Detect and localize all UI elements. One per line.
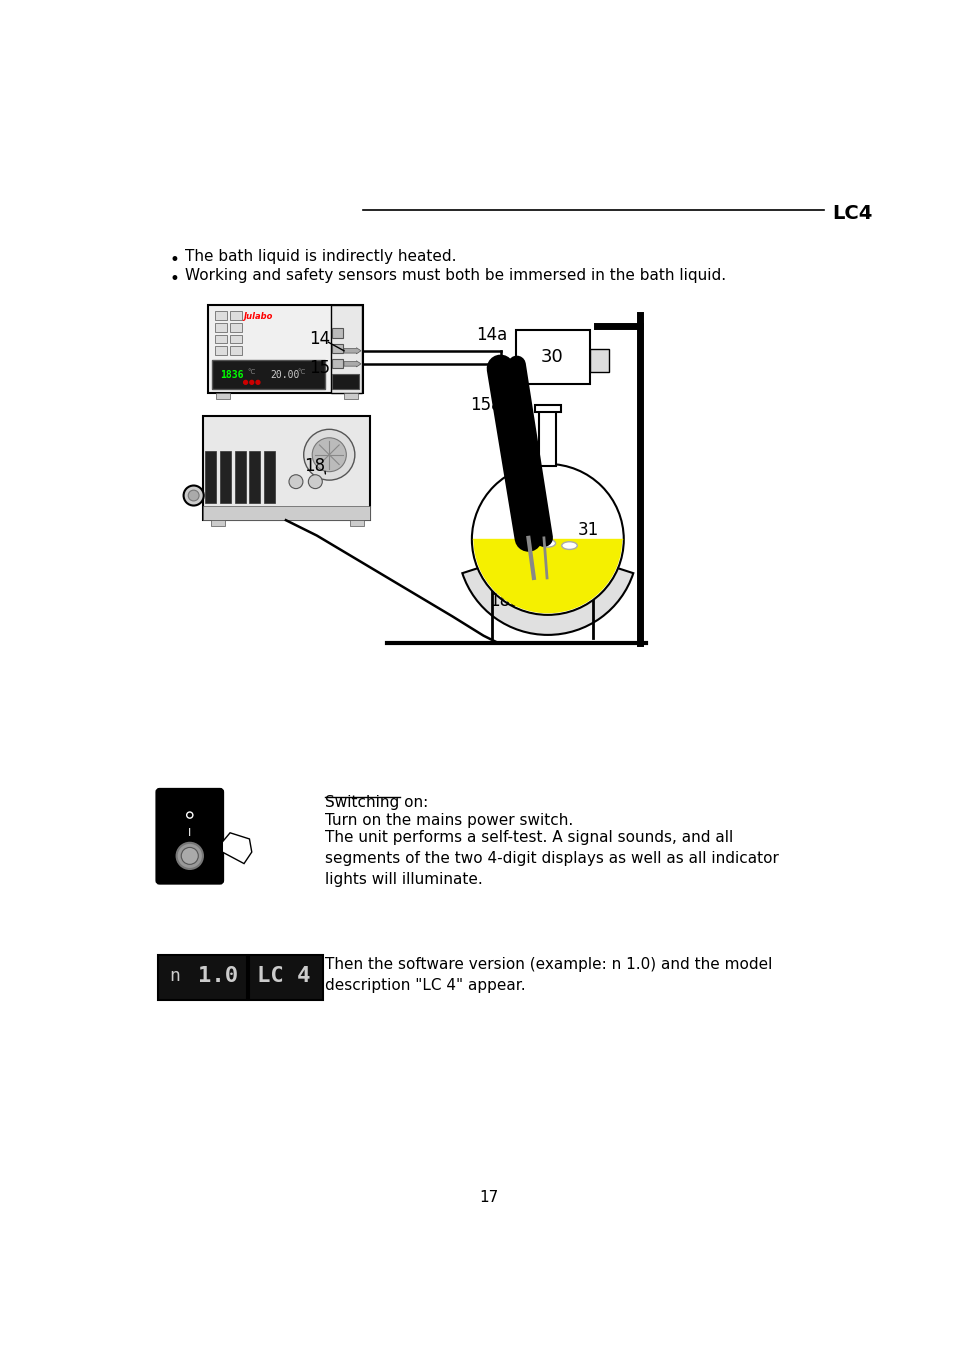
Bar (230, 335, 242, 343)
Bar (234, 451, 245, 503)
Bar (344, 393, 357, 400)
Text: °C: °C (247, 369, 255, 374)
Bar (205, 451, 216, 503)
Circle shape (255, 381, 259, 384)
Bar (214, 323, 227, 331)
Bar (332, 345, 343, 353)
Bar (203, 507, 369, 520)
Circle shape (188, 490, 199, 501)
Circle shape (176, 843, 203, 869)
Text: LC 4: LC 4 (257, 966, 311, 986)
Bar (538, 408, 556, 466)
Bar (534, 405, 560, 412)
Text: 18: 18 (303, 457, 324, 476)
Text: The bath liquid is indirectly heated.: The bath liquid is indirectly heated. (185, 249, 456, 265)
Circle shape (243, 381, 247, 384)
Text: Working and safety sensors must both be immersed in the bath liquid.: Working and safety sensors must both be … (185, 269, 725, 284)
FancyArrow shape (344, 347, 360, 354)
Bar (249, 955, 323, 1000)
Text: n: n (170, 967, 180, 985)
Text: •: • (170, 270, 179, 288)
Text: 30: 30 (540, 349, 563, 366)
Ellipse shape (561, 542, 577, 550)
Bar (211, 520, 224, 527)
Text: Turn on the mains power switch.: Turn on the mains power switch. (324, 813, 572, 828)
Bar (214, 346, 227, 354)
Ellipse shape (539, 539, 555, 547)
Bar (216, 393, 230, 400)
Text: 15a: 15a (470, 396, 501, 413)
Bar (516, 330, 589, 384)
Polygon shape (222, 832, 252, 863)
Bar (220, 451, 231, 503)
Circle shape (181, 847, 198, 865)
Text: 17: 17 (478, 1190, 498, 1205)
Text: 18a: 18a (488, 592, 519, 609)
Bar (158, 955, 247, 1000)
Bar (249, 451, 260, 503)
Bar (332, 359, 343, 369)
Bar (485, 549, 609, 559)
Circle shape (250, 381, 253, 384)
Text: 15: 15 (309, 359, 330, 377)
Bar (208, 304, 363, 393)
Text: 20.00: 20.00 (270, 370, 299, 380)
Circle shape (289, 474, 303, 489)
Circle shape (312, 438, 346, 471)
Bar (589, 349, 608, 373)
Bar (264, 451, 274, 503)
Bar (331, 304, 361, 393)
Wedge shape (473, 539, 621, 613)
Text: 31: 31 (578, 521, 598, 539)
Bar (214, 335, 227, 343)
Bar (332, 328, 343, 338)
FancyArrow shape (344, 361, 360, 367)
Text: 1836: 1836 (220, 370, 243, 380)
Circle shape (308, 474, 322, 489)
Text: LC4: LC4 (831, 204, 872, 223)
Bar (350, 520, 364, 527)
Text: The unit performs a self-test. A signal sounds, and all
segments of the two 4-di: The unit performs a self-test. A signal … (324, 831, 778, 888)
Bar (214, 312, 227, 320)
Text: 14a: 14a (476, 326, 506, 343)
Text: I: I (188, 828, 192, 838)
Bar (332, 374, 359, 389)
Text: Julabo: Julabo (243, 312, 273, 320)
Text: 1.0: 1.0 (198, 966, 238, 986)
Text: °C: °C (297, 369, 305, 374)
FancyBboxPatch shape (156, 789, 223, 884)
Text: Then the software version (example: n 1.0) and the model
description "LC 4" appe: Then the software version (example: n 1.… (324, 957, 771, 993)
Text: 14: 14 (309, 330, 330, 349)
Circle shape (303, 430, 355, 480)
Text: Switching on:: Switching on: (324, 794, 428, 811)
Bar (212, 359, 324, 389)
Ellipse shape (517, 542, 534, 550)
Wedge shape (462, 546, 633, 635)
Circle shape (472, 463, 623, 615)
Text: •: • (170, 251, 179, 269)
Bar (230, 346, 242, 354)
Bar (230, 312, 242, 320)
Circle shape (183, 485, 204, 505)
Bar (203, 416, 369, 520)
Bar (230, 323, 242, 331)
